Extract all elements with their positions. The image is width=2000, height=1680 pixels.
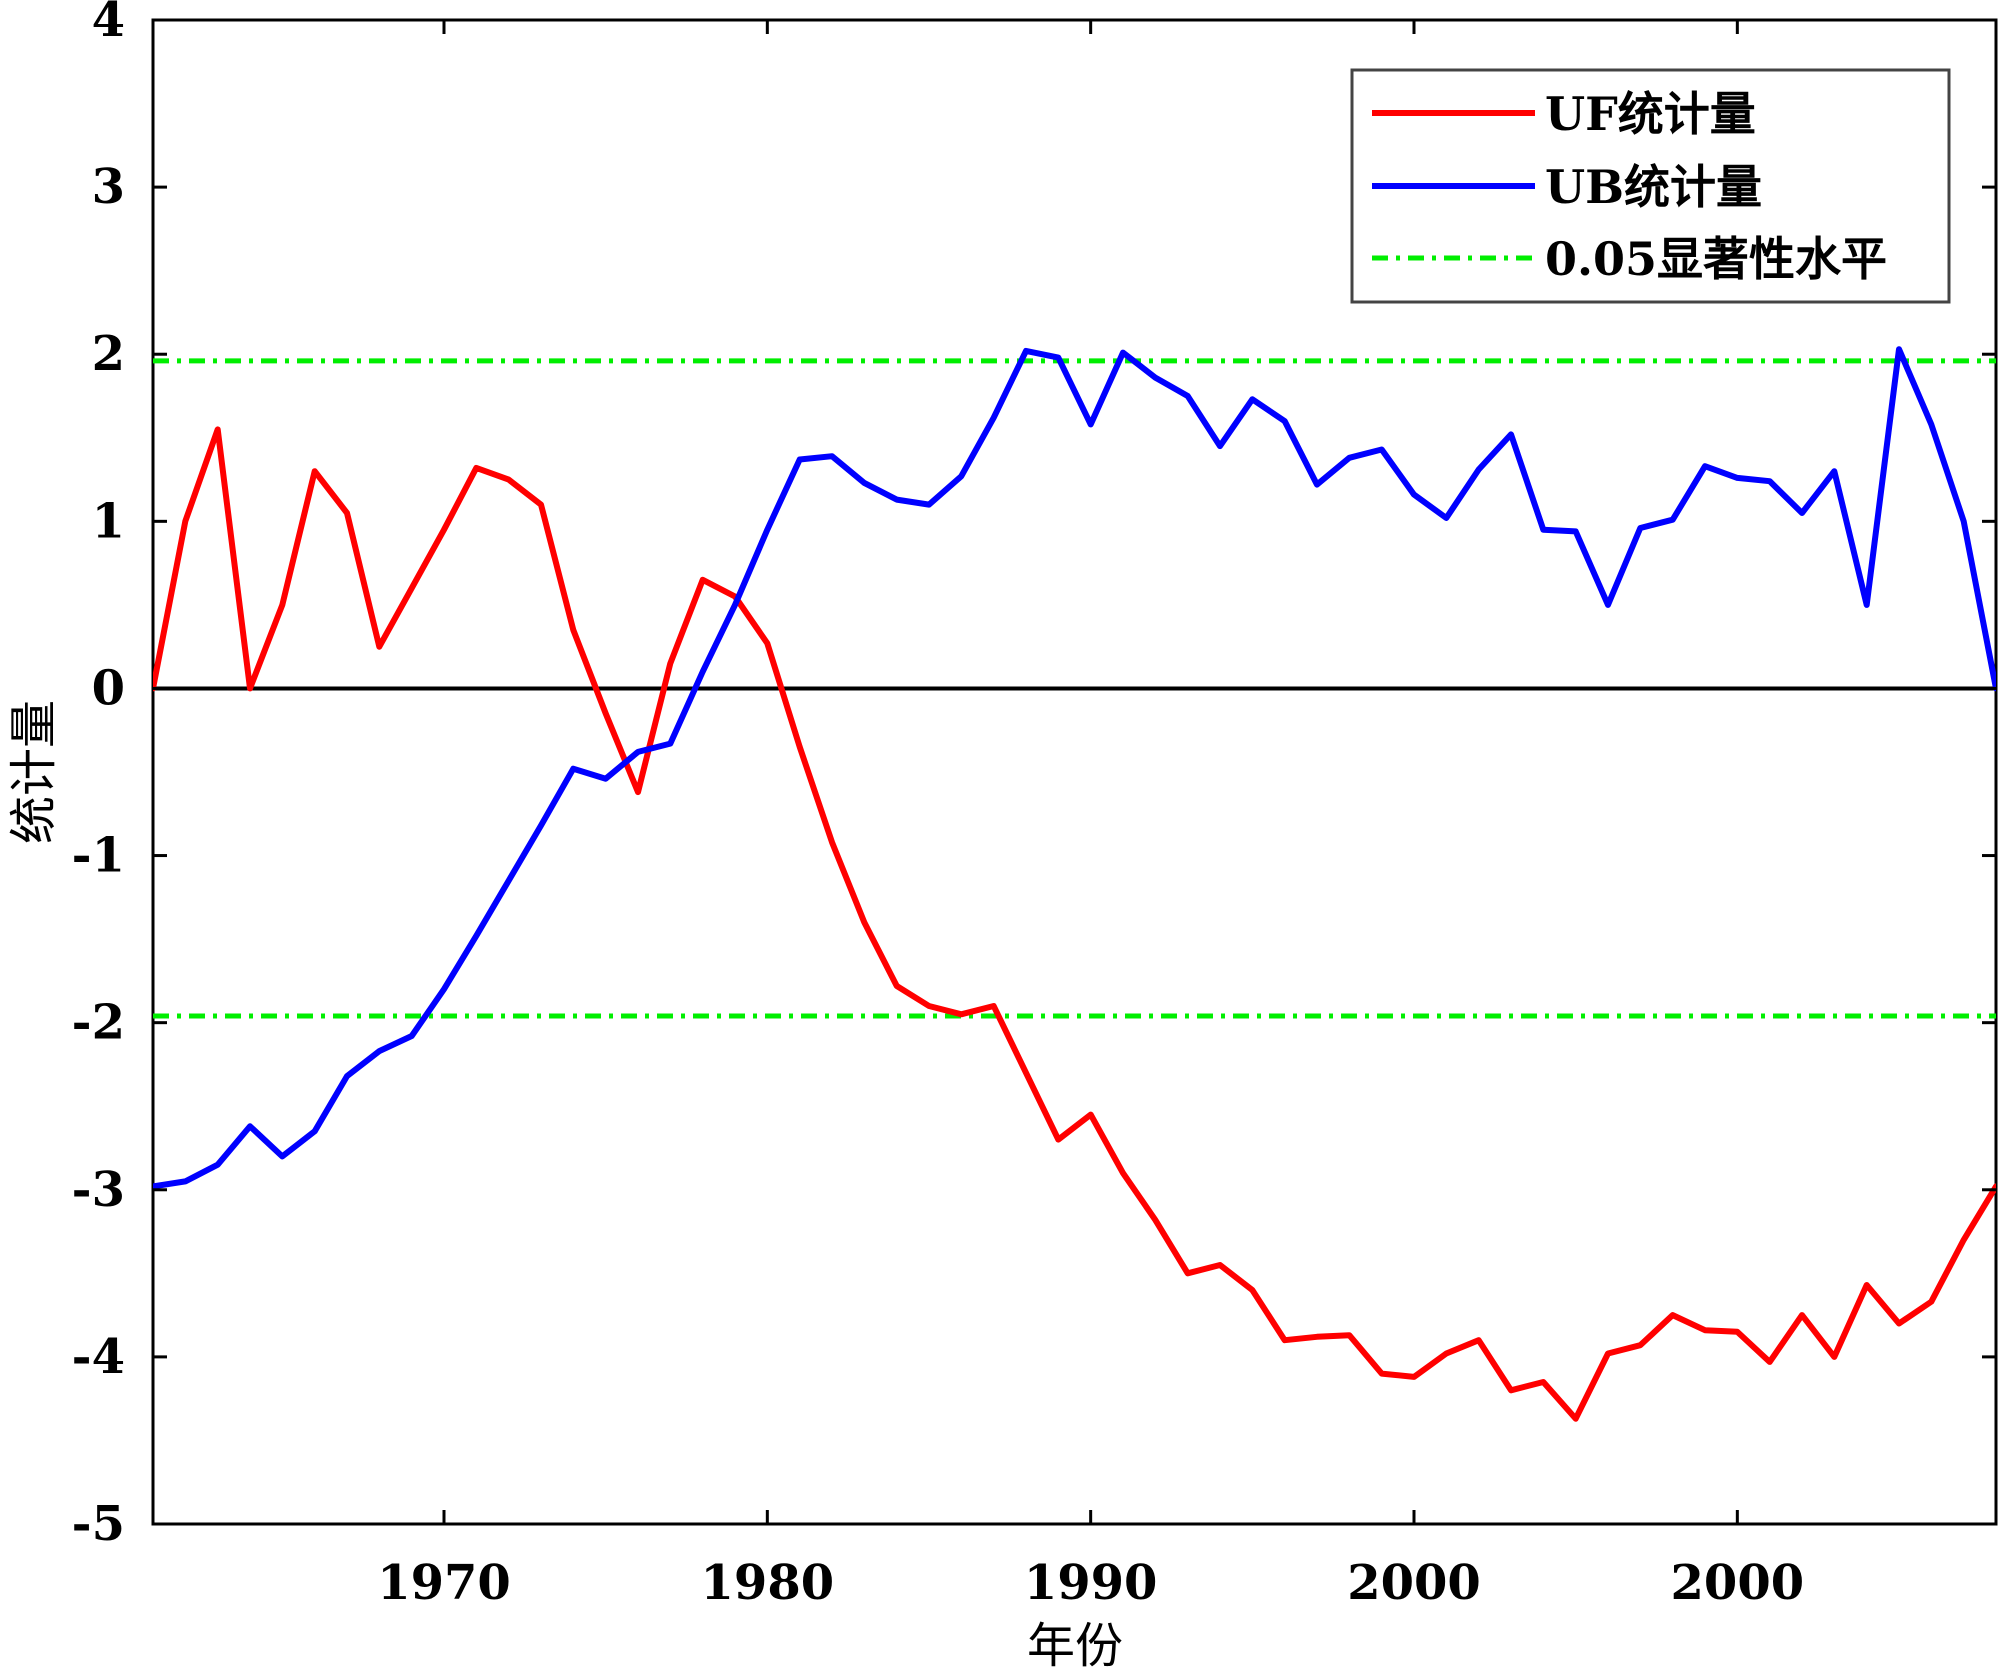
legend-label-ub: UB统计量 — [1545, 160, 1762, 214]
y-tick-label: -4 — [72, 1329, 125, 1385]
y-axis-title: 统计量 — [6, 700, 62, 844]
y-tick-label: -5 — [72, 1496, 125, 1552]
y-tick-label: 1 — [92, 493, 125, 549]
y-tick-label: -1 — [72, 828, 125, 884]
x-tick-label: 2000 — [1347, 1555, 1481, 1611]
legend-label-significance: 0.05显著性水平 — [1545, 232, 1887, 286]
series-lines — [153, 346, 1996, 1422]
x-axis-ticks: 1970 1980 1990 2000 2000 — [377, 20, 1804, 1611]
y-tick-label: 3 — [92, 159, 125, 215]
y-tick-label: 2 — [92, 326, 125, 382]
y-tick-label: -3 — [72, 1162, 125, 1218]
y-axis-ticks: 4 3 2 1 0 -1 -2 -3 -4 -5 — [72, 0, 1996, 1552]
x-tick-label: 2000 — [1671, 1555, 1805, 1611]
x-tick-label: 1970 — [377, 1555, 511, 1611]
legend: UF统计量 UB统计量 0.05显著性水平 — [1350, 68, 1951, 304]
y-tick-label: 0 — [92, 660, 125, 716]
x-tick-label: 1990 — [1024, 1555, 1158, 1611]
y-tick-label: 4 — [92, 0, 125, 48]
x-tick-label: 1980 — [701, 1555, 835, 1611]
y-tick-label: -2 — [72, 995, 125, 1051]
series-line-ub — [153, 346, 1996, 1190]
legend-label-uf: UF统计量 — [1545, 87, 1756, 141]
x-axis-title: 年份 — [1027, 1618, 1123, 1674]
series-line-uf — [153, 426, 1996, 1422]
